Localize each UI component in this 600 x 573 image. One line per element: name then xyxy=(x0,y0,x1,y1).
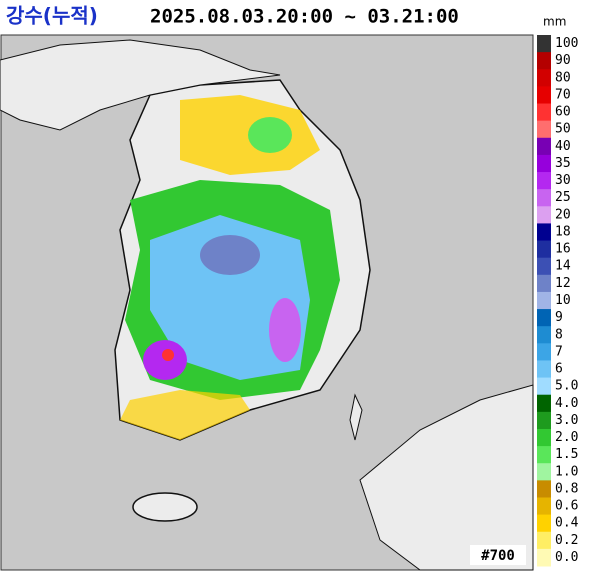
rain-area xyxy=(200,235,260,275)
legend-swatch xyxy=(537,240,551,259)
legend-label: 0.4 xyxy=(555,516,579,531)
period: 2025.08.03.20:00 ~ 03.21:00 xyxy=(150,6,459,28)
legend-swatch xyxy=(537,223,551,242)
legend-label: 0.2 xyxy=(555,533,578,548)
legend-swatch xyxy=(537,189,551,207)
legend-swatch xyxy=(537,428,551,447)
rain-area xyxy=(120,390,250,440)
legend-label: 50 xyxy=(555,122,571,137)
legend-label: 30 xyxy=(555,173,571,188)
legend-label: 70 xyxy=(555,87,571,102)
legend-label: 1.0 xyxy=(555,464,578,479)
legend-label: 20 xyxy=(555,207,571,222)
legend-swatch xyxy=(537,257,551,276)
legend-label: 8 xyxy=(555,327,563,342)
legend: 100 90 80 70 60 50 40 35 30 25 20 18 16 14 12 10 9 8 7 6 5.0… xyxy=(537,35,579,567)
legend-swatch xyxy=(537,154,551,173)
legend-label: 16 xyxy=(555,242,571,257)
island xyxy=(132,492,198,522)
legend-swatch xyxy=(537,274,551,293)
land-north xyxy=(0,39,281,131)
legend-swatch xyxy=(537,531,551,550)
legend-label: 14 xyxy=(555,259,571,274)
legend-label: 35 xyxy=(555,156,571,171)
legend-label: 90 xyxy=(555,53,571,68)
legend-label: 0.8 xyxy=(555,481,578,496)
unit: mm xyxy=(543,15,566,29)
legend-swatch xyxy=(537,446,551,464)
legend-swatch xyxy=(537,360,551,379)
legend-swatch xyxy=(537,120,551,139)
legend-swatch xyxy=(537,394,551,413)
legend-swatch xyxy=(537,35,551,53)
legend-swatch xyxy=(537,377,551,396)
legend-label: 7 xyxy=(555,344,563,359)
legend-swatch xyxy=(537,343,551,361)
legend-label: 100 xyxy=(555,36,578,51)
legend-label: 60 xyxy=(555,105,571,120)
stamp: #700 xyxy=(481,548,515,564)
legend-swatch xyxy=(537,291,551,310)
rain-area xyxy=(162,349,174,361)
legend-label: 5.0 xyxy=(555,379,578,394)
legend-label: 0.6 xyxy=(555,499,578,514)
title: 강수(누적) xyxy=(6,4,98,28)
legend-label: 0.0 xyxy=(555,550,578,565)
stamp-box xyxy=(470,545,526,565)
legend-label: 12 xyxy=(555,276,571,291)
rain-area xyxy=(269,298,301,362)
legend-swatch xyxy=(537,86,551,105)
land-east xyxy=(359,384,534,571)
legend-label: 25 xyxy=(555,190,571,205)
rain-area xyxy=(248,117,292,153)
legend-swatch xyxy=(537,548,551,567)
legend-label: 4.0 xyxy=(555,396,578,411)
legend-swatch xyxy=(537,326,551,344)
legend-label: 80 xyxy=(555,70,571,85)
legend-swatch xyxy=(537,172,551,190)
legend-label: 1.5 xyxy=(555,447,578,462)
legend-swatch xyxy=(537,103,551,122)
legend-swatch xyxy=(537,206,551,224)
island xyxy=(349,393,363,441)
map: #700 xyxy=(0,34,534,571)
legend-label: 10 xyxy=(555,293,571,308)
legend-swatch xyxy=(537,137,551,156)
legend-label: 6 xyxy=(555,362,563,377)
legend-label: 40 xyxy=(555,139,571,154)
legend-label: 18 xyxy=(555,224,571,239)
legend-label: 2.0 xyxy=(555,430,578,445)
legend-swatch xyxy=(537,52,551,70)
legend-swatch xyxy=(537,514,551,533)
legend-swatch xyxy=(537,309,551,327)
legend-swatch xyxy=(537,69,551,87)
legend-swatch xyxy=(537,411,551,430)
legend-label: 9 xyxy=(555,310,563,325)
legend-swatch xyxy=(537,497,551,516)
legend-swatch xyxy=(537,480,551,498)
legend-swatch xyxy=(537,463,551,481)
legend-label: 3.0 xyxy=(555,413,578,428)
